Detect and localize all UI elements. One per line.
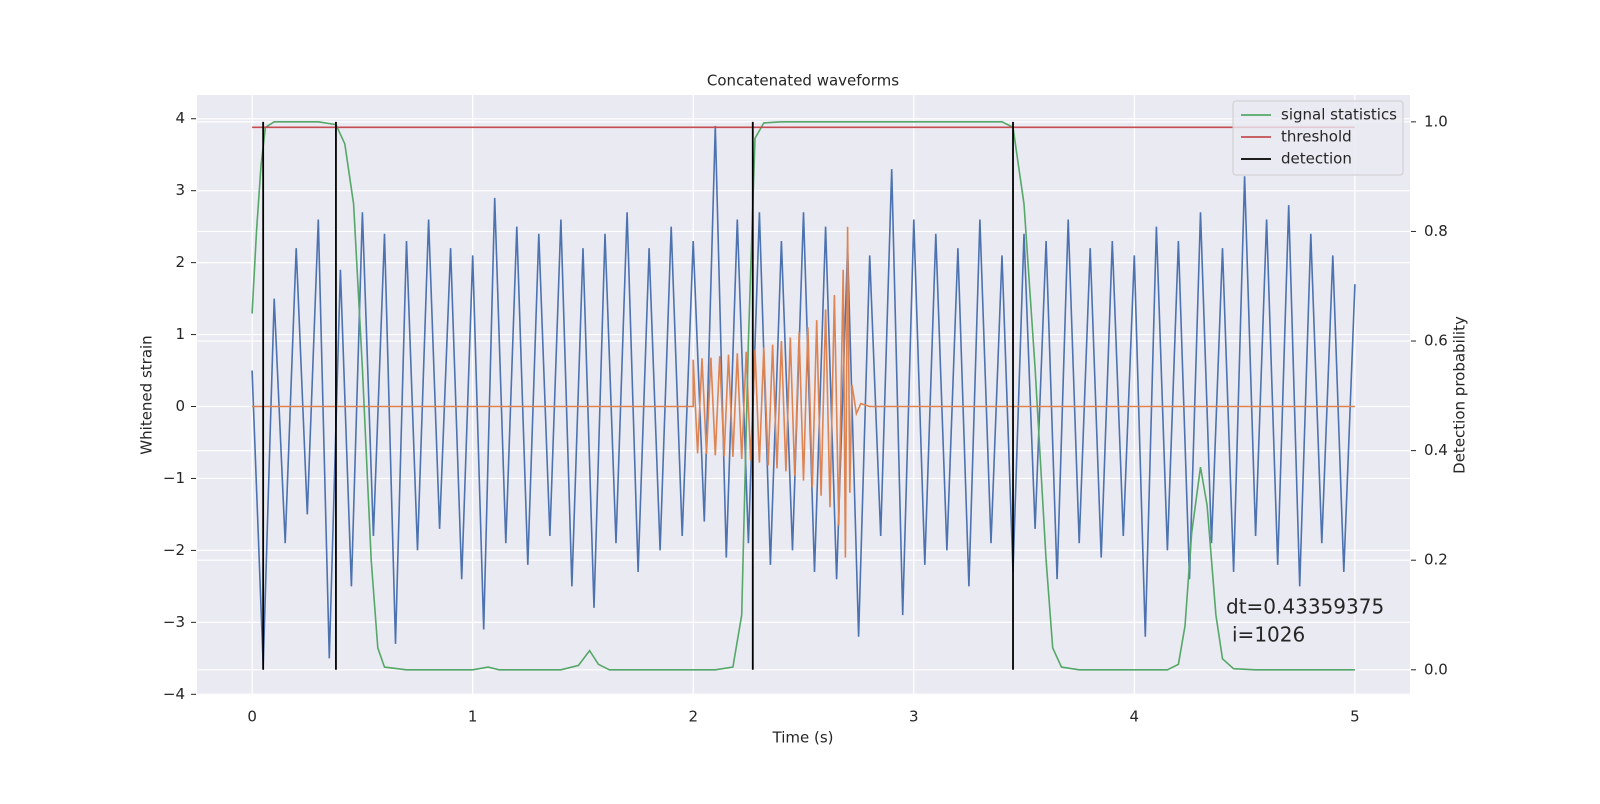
x-tick-label: 4: [1130, 708, 1140, 726]
y-tick-label: 3: [175, 181, 185, 199]
plot-area: [197, 95, 1410, 695]
legend-box: [1232, 100, 1404, 176]
legend-label: signal statistics: [1281, 106, 1397, 124]
y2-tick-label: 0.6: [1424, 332, 1448, 350]
x-tick-label: 0: [247, 708, 257, 726]
x-tick-label: 3: [909, 708, 919, 726]
y-tick-label: −4: [163, 685, 185, 703]
annotation: i=1026: [1232, 623, 1305, 647]
x-tick-label: 5: [1350, 708, 1360, 726]
y2-tick-label: 0.4: [1424, 441, 1448, 459]
series-line: [252, 226, 1355, 558]
annotation: dt=0.43359375: [1226, 595, 1384, 619]
y2-tick-label: 0.0: [1424, 660, 1448, 678]
series-line: [251, 125, 1356, 666]
y-tick-label: −3: [163, 613, 185, 631]
series-line: [251, 121, 1355, 671]
legend-label: detection: [1281, 150, 1352, 168]
y-tick-label: −1: [163, 469, 185, 487]
y-tick-label: 2: [175, 253, 185, 271]
y-tick-label: 1: [175, 325, 185, 343]
y-axis-label: Whitened strain: [138, 335, 156, 454]
chart-title: Concatenated waveforms: [707, 72, 899, 90]
y-tick-label: 0: [175, 397, 185, 415]
y2-tick-label: 0.2: [1424, 551, 1448, 569]
x-tick-label: 1: [468, 708, 478, 726]
legend-label: threshold: [1281, 128, 1352, 146]
y2-tick-label: 1.0: [1424, 112, 1448, 130]
y-tick-label: 4: [175, 109, 185, 127]
x-axis-label: Time (s): [772, 729, 834, 747]
y2-axis-label: Detection probability: [1451, 316, 1469, 474]
y2-tick-label: 0.8: [1424, 222, 1448, 240]
y-tick-label: −2: [163, 541, 185, 559]
x-tick-label: 2: [688, 708, 698, 726]
